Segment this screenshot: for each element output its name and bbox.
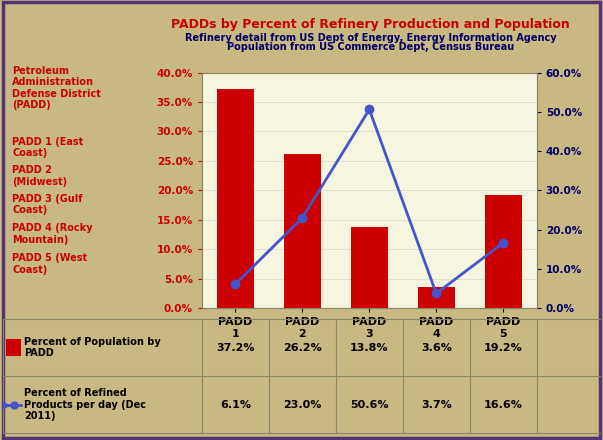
Text: PADD 2
(Midwest): PADD 2 (Midwest) <box>12 165 67 187</box>
Text: 26.2%: 26.2% <box>283 343 322 352</box>
Text: PADD 5 (West
Coast): PADD 5 (West Coast) <box>12 253 87 275</box>
Text: Percent of Refined
Products per day (Dec
2011): Percent of Refined Products per day (Dec… <box>24 388 146 422</box>
Text: Percent of Population by
PADD: Percent of Population by PADD <box>24 337 161 359</box>
Text: 23.0%: 23.0% <box>283 400 321 410</box>
Bar <box>418 287 455 308</box>
Text: Refinery detail from US Dept of Energy, Energy Information Agency: Refinery detail from US Dept of Energy, … <box>185 33 557 43</box>
Text: PADD 4 (Rocky
Mountain): PADD 4 (Rocky Mountain) <box>12 223 93 245</box>
Bar <box>485 195 522 308</box>
Bar <box>351 227 388 308</box>
Text: 16.6%: 16.6% <box>484 400 523 410</box>
Text: 37.2%: 37.2% <box>216 343 254 352</box>
Text: Petroleum
Administration
Defense District
(PADD): Petroleum Administration Defense Distric… <box>12 66 101 110</box>
Text: PADD 1 (East
Coast): PADD 1 (East Coast) <box>12 136 83 158</box>
Text: PADD 3 (Gulf
Coast): PADD 3 (Gulf Coast) <box>12 194 83 216</box>
Text: 3.6%: 3.6% <box>421 343 452 352</box>
Text: 50.6%: 50.6% <box>350 400 388 410</box>
Bar <box>217 89 254 308</box>
Text: 19.2%: 19.2% <box>484 343 523 352</box>
Text: 3.7%: 3.7% <box>421 400 452 410</box>
Text: 6.1%: 6.1% <box>220 400 251 410</box>
Text: Population from US Commerce Dept, Census Bureau: Population from US Commerce Dept, Census… <box>227 42 514 52</box>
Bar <box>284 154 321 308</box>
Text: PADDs by Percent of Refinery Production and Population: PADDs by Percent of Refinery Production … <box>171 18 570 31</box>
Text: 13.8%: 13.8% <box>350 343 388 352</box>
